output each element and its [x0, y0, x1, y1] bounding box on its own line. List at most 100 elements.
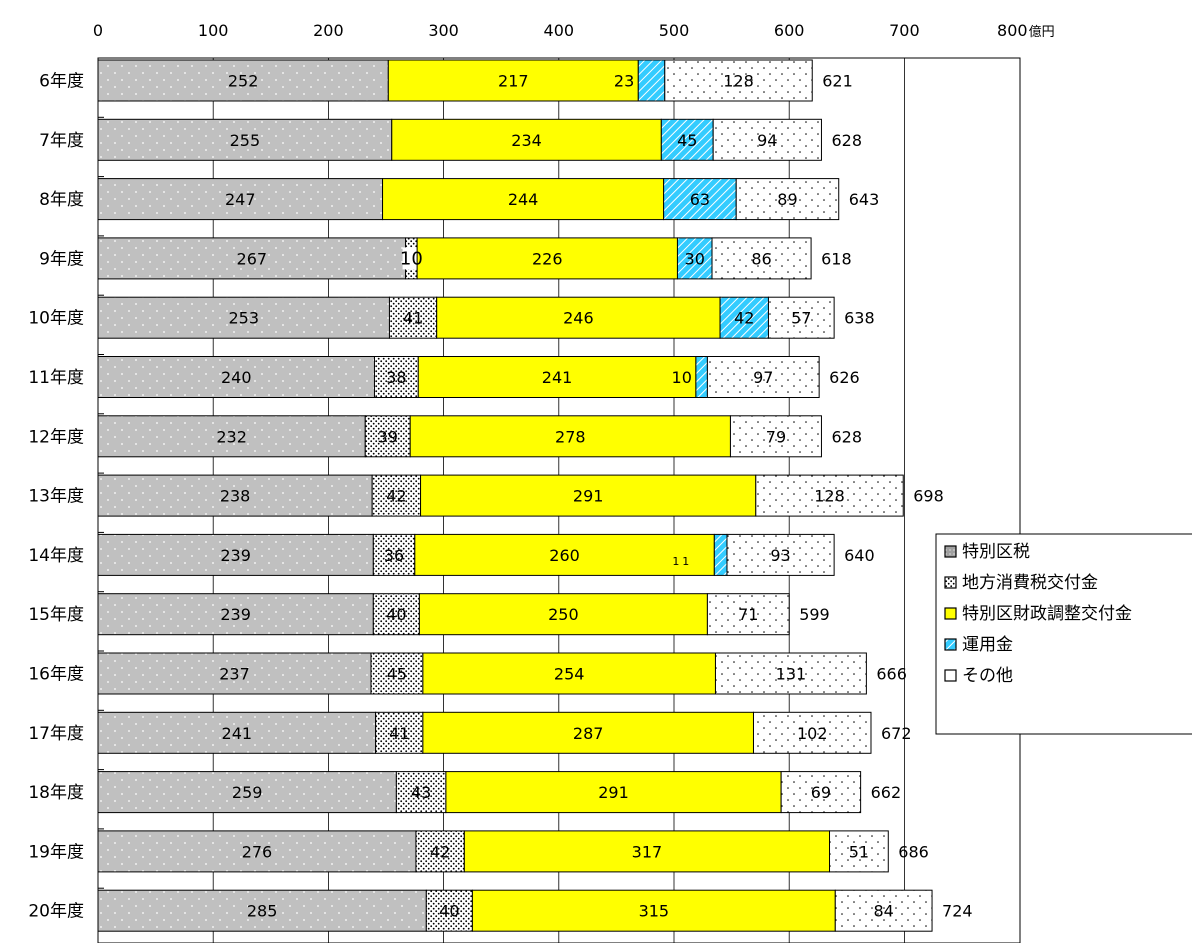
legend-label-chiho-shohizei: 地方消費税交付金 [962, 573, 1098, 593]
bar-segment-sonota [706, 356, 820, 398]
data-label: 23 [614, 72, 634, 91]
bar-segment-sonota [735, 178, 840, 221]
bar-segment-zaisei-chosei [409, 415, 731, 458]
category-label: 19年度 [28, 842, 84, 862]
x-tick-label: 800 [997, 21, 1028, 40]
data-label: 234 [511, 131, 542, 150]
bar-segment-tokubetsu-kuzei [97, 415, 366, 458]
total-label: 599 [799, 605, 830, 624]
bar-segment-unyokin [719, 296, 769, 339]
data-label: 240 [221, 368, 252, 387]
data-label: 238 [220, 487, 251, 506]
bar-segment-tokubetsu-kuzei [97, 474, 373, 517]
legend-label-unyokin: 運用金 [962, 635, 1013, 655]
data-label: 79 [766, 427, 786, 446]
bar-segment-chiho-shohizei [370, 652, 424, 695]
category-label: 10年度 [28, 309, 84, 329]
bar-segment-zaisei-chosei [471, 889, 836, 932]
data-label: 42 [734, 309, 754, 328]
bar-segment-tokubetsu-kuzei [97, 533, 374, 576]
legend-swatch-sonota [944, 669, 957, 682]
data-label: 45 [387, 665, 407, 684]
legend-box [935, 533, 1192, 735]
x-tick-label: 400 [544, 21, 575, 40]
data-label: 89 [777, 190, 797, 209]
total-label: 672 [881, 724, 912, 743]
data-label: 246 [563, 309, 594, 328]
data-label: 63 [690, 190, 710, 209]
x-tick-label: 600 [774, 21, 805, 40]
legend-swatch-zaisei-chosei [944, 607, 957, 620]
total-label: 621 [822, 72, 853, 91]
data-label: 291 [598, 783, 629, 802]
bar-segment-zaisei-chosei [387, 59, 639, 102]
data-label: 57 [791, 309, 811, 328]
data-label: 232 [216, 427, 247, 446]
bar-segment-zaisei-chosei [420, 474, 757, 517]
data-label: 259 [232, 783, 263, 802]
bar-segment-sonota [711, 237, 812, 280]
bar-segment-chiho-shohizei [415, 830, 465, 873]
data-label: 42 [386, 487, 406, 506]
data-label: 250 [548, 605, 579, 624]
category-label: 14年度 [28, 546, 84, 566]
data-label: 10 [672, 368, 692, 387]
bar-segment-sonota [767, 296, 835, 339]
data-label: 43 [411, 783, 431, 802]
bar-segment-zaisei-chosei [382, 178, 665, 221]
bar-segment-sonota [706, 593, 790, 636]
data-label: 128 [723, 72, 754, 91]
category-label: 13年度 [28, 487, 84, 507]
category-label: 7年度 [39, 131, 84, 151]
data-label: 69 [811, 783, 831, 802]
data-label: 315 [639, 902, 670, 921]
data-label: 241 [542, 368, 573, 387]
data-label: 317 [632, 842, 663, 861]
bar-segment-sonota [726, 533, 835, 576]
total-label: 626 [829, 368, 860, 387]
data-label: 41 [389, 724, 409, 743]
data-label: 40 [439, 902, 459, 921]
data-label: 102 [797, 724, 828, 743]
bar-segment-zaisei-chosei [414, 533, 715, 576]
category-label: 15年度 [28, 605, 84, 625]
legend-swatch-chiho-shohizei [944, 576, 957, 589]
bar-segment-zaisei-chosei [422, 652, 716, 695]
bar-segment-chiho-shohizei [372, 593, 420, 636]
data-label: 40 [386, 605, 406, 624]
bar-segment-sonota [780, 771, 862, 814]
data-label: 252 [228, 72, 259, 91]
data-label: 42 [430, 842, 450, 861]
x-axis-unit: 億円 [1029, 24, 1055, 40]
data-label: 51 [849, 842, 869, 861]
total-label: 628 [831, 131, 862, 150]
bar-segment-tokubetsu-kuzei [97, 889, 427, 932]
bar-segment-sonota [755, 474, 904, 517]
legend-label-tokubetsu-kuzei: 特別区税 [962, 542, 1030, 562]
data-label: 39 [378, 427, 398, 446]
data-label: 239 [220, 605, 251, 624]
data-label: 239 [220, 546, 251, 565]
legend-label-sonota: その他 [962, 666, 1013, 686]
bar-segment-tokubetsu-kuzei [97, 711, 377, 754]
x-tick-label: 700 [889, 21, 920, 40]
data-label: 254 [554, 665, 585, 684]
data-label: 97 [753, 368, 773, 387]
bar-segment-sonota [829, 830, 889, 873]
data-label: 30 [685, 249, 705, 268]
data-label: 45 [677, 131, 697, 150]
category-label: 17年度 [28, 724, 84, 744]
bar-segment-tokubetsu-kuzei [97, 771, 397, 814]
bar-segment-tokubetsu-kuzei [97, 830, 417, 873]
bar-segment-zaisei-chosei [463, 830, 831, 873]
bar-segment-sonota [714, 652, 867, 695]
data-label: 93 [770, 546, 790, 565]
category-label: 16年度 [28, 665, 84, 685]
total-label: 662 [871, 783, 902, 802]
category-label: 6年度 [39, 72, 84, 92]
data-label: 276 [242, 842, 273, 861]
data-label: 128 [814, 487, 845, 506]
total-label: 640 [844, 546, 875, 565]
data-label: 84 [873, 902, 893, 921]
